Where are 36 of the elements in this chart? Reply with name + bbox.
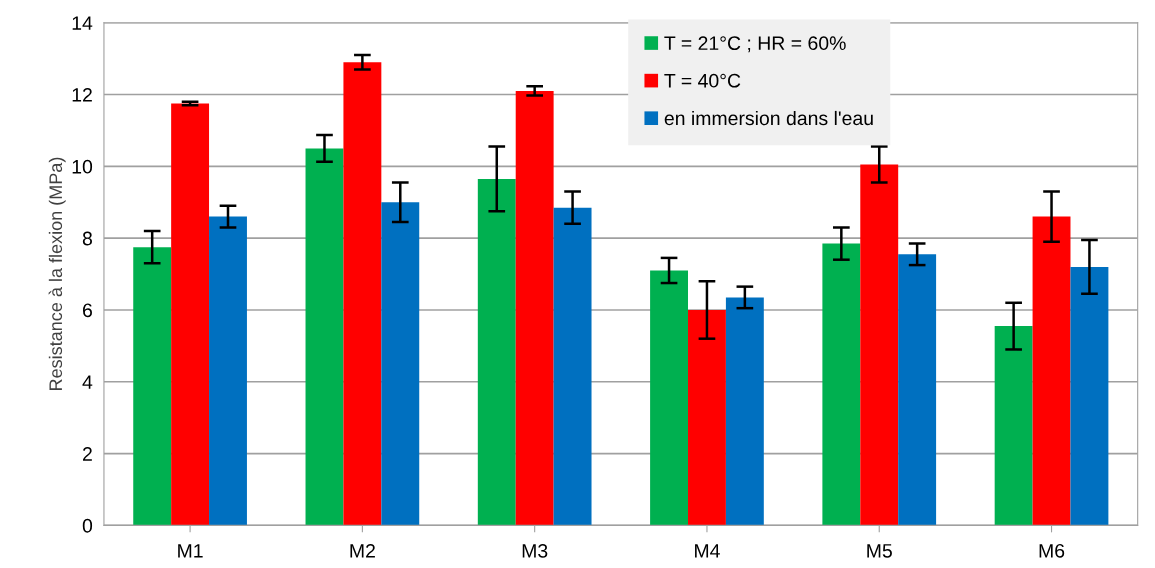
bar xyxy=(133,247,172,526)
bar xyxy=(860,164,899,526)
bar xyxy=(994,326,1033,526)
y-axis-title: Resistance à la flexion (MPa) xyxy=(48,157,66,390)
legend-label: T = 40°C xyxy=(664,73,741,88)
bar xyxy=(822,243,861,526)
bar xyxy=(1032,216,1071,526)
y-tick-label: 6 xyxy=(83,303,92,318)
bar xyxy=(725,297,764,526)
y-tick-label: 0 xyxy=(82,518,93,533)
bar xyxy=(171,103,210,526)
x-tick-label: M2 xyxy=(350,543,375,558)
x-tick-label: M3 xyxy=(522,543,548,558)
bar xyxy=(305,148,344,526)
y-tick-label: 8 xyxy=(82,231,92,246)
bar xyxy=(650,270,688,526)
y-tick-label: 10 xyxy=(72,159,93,174)
y-tick-label: 4 xyxy=(82,375,93,389)
bar xyxy=(515,90,554,526)
y-tick-label: 14 xyxy=(72,16,93,30)
x-tick-label: M5 xyxy=(867,544,892,558)
y-tick-label: 12 xyxy=(72,88,92,102)
bar xyxy=(898,254,937,526)
y-tick-label: 2 xyxy=(83,447,92,461)
x-tick-label: M6 xyxy=(1039,543,1065,558)
x-tick-label: M1 xyxy=(178,544,203,558)
legend-label: T = 21°C ; HR = 60% xyxy=(664,36,846,53)
bar xyxy=(688,309,726,526)
bar xyxy=(477,178,516,526)
x-tick-label: M4 xyxy=(695,544,720,558)
bar xyxy=(1070,266,1109,526)
bar xyxy=(553,207,592,526)
legend-label: en immersion dans l'eau xyxy=(664,110,873,126)
bar xyxy=(209,216,247,526)
bar xyxy=(381,202,420,526)
bar xyxy=(343,62,382,526)
